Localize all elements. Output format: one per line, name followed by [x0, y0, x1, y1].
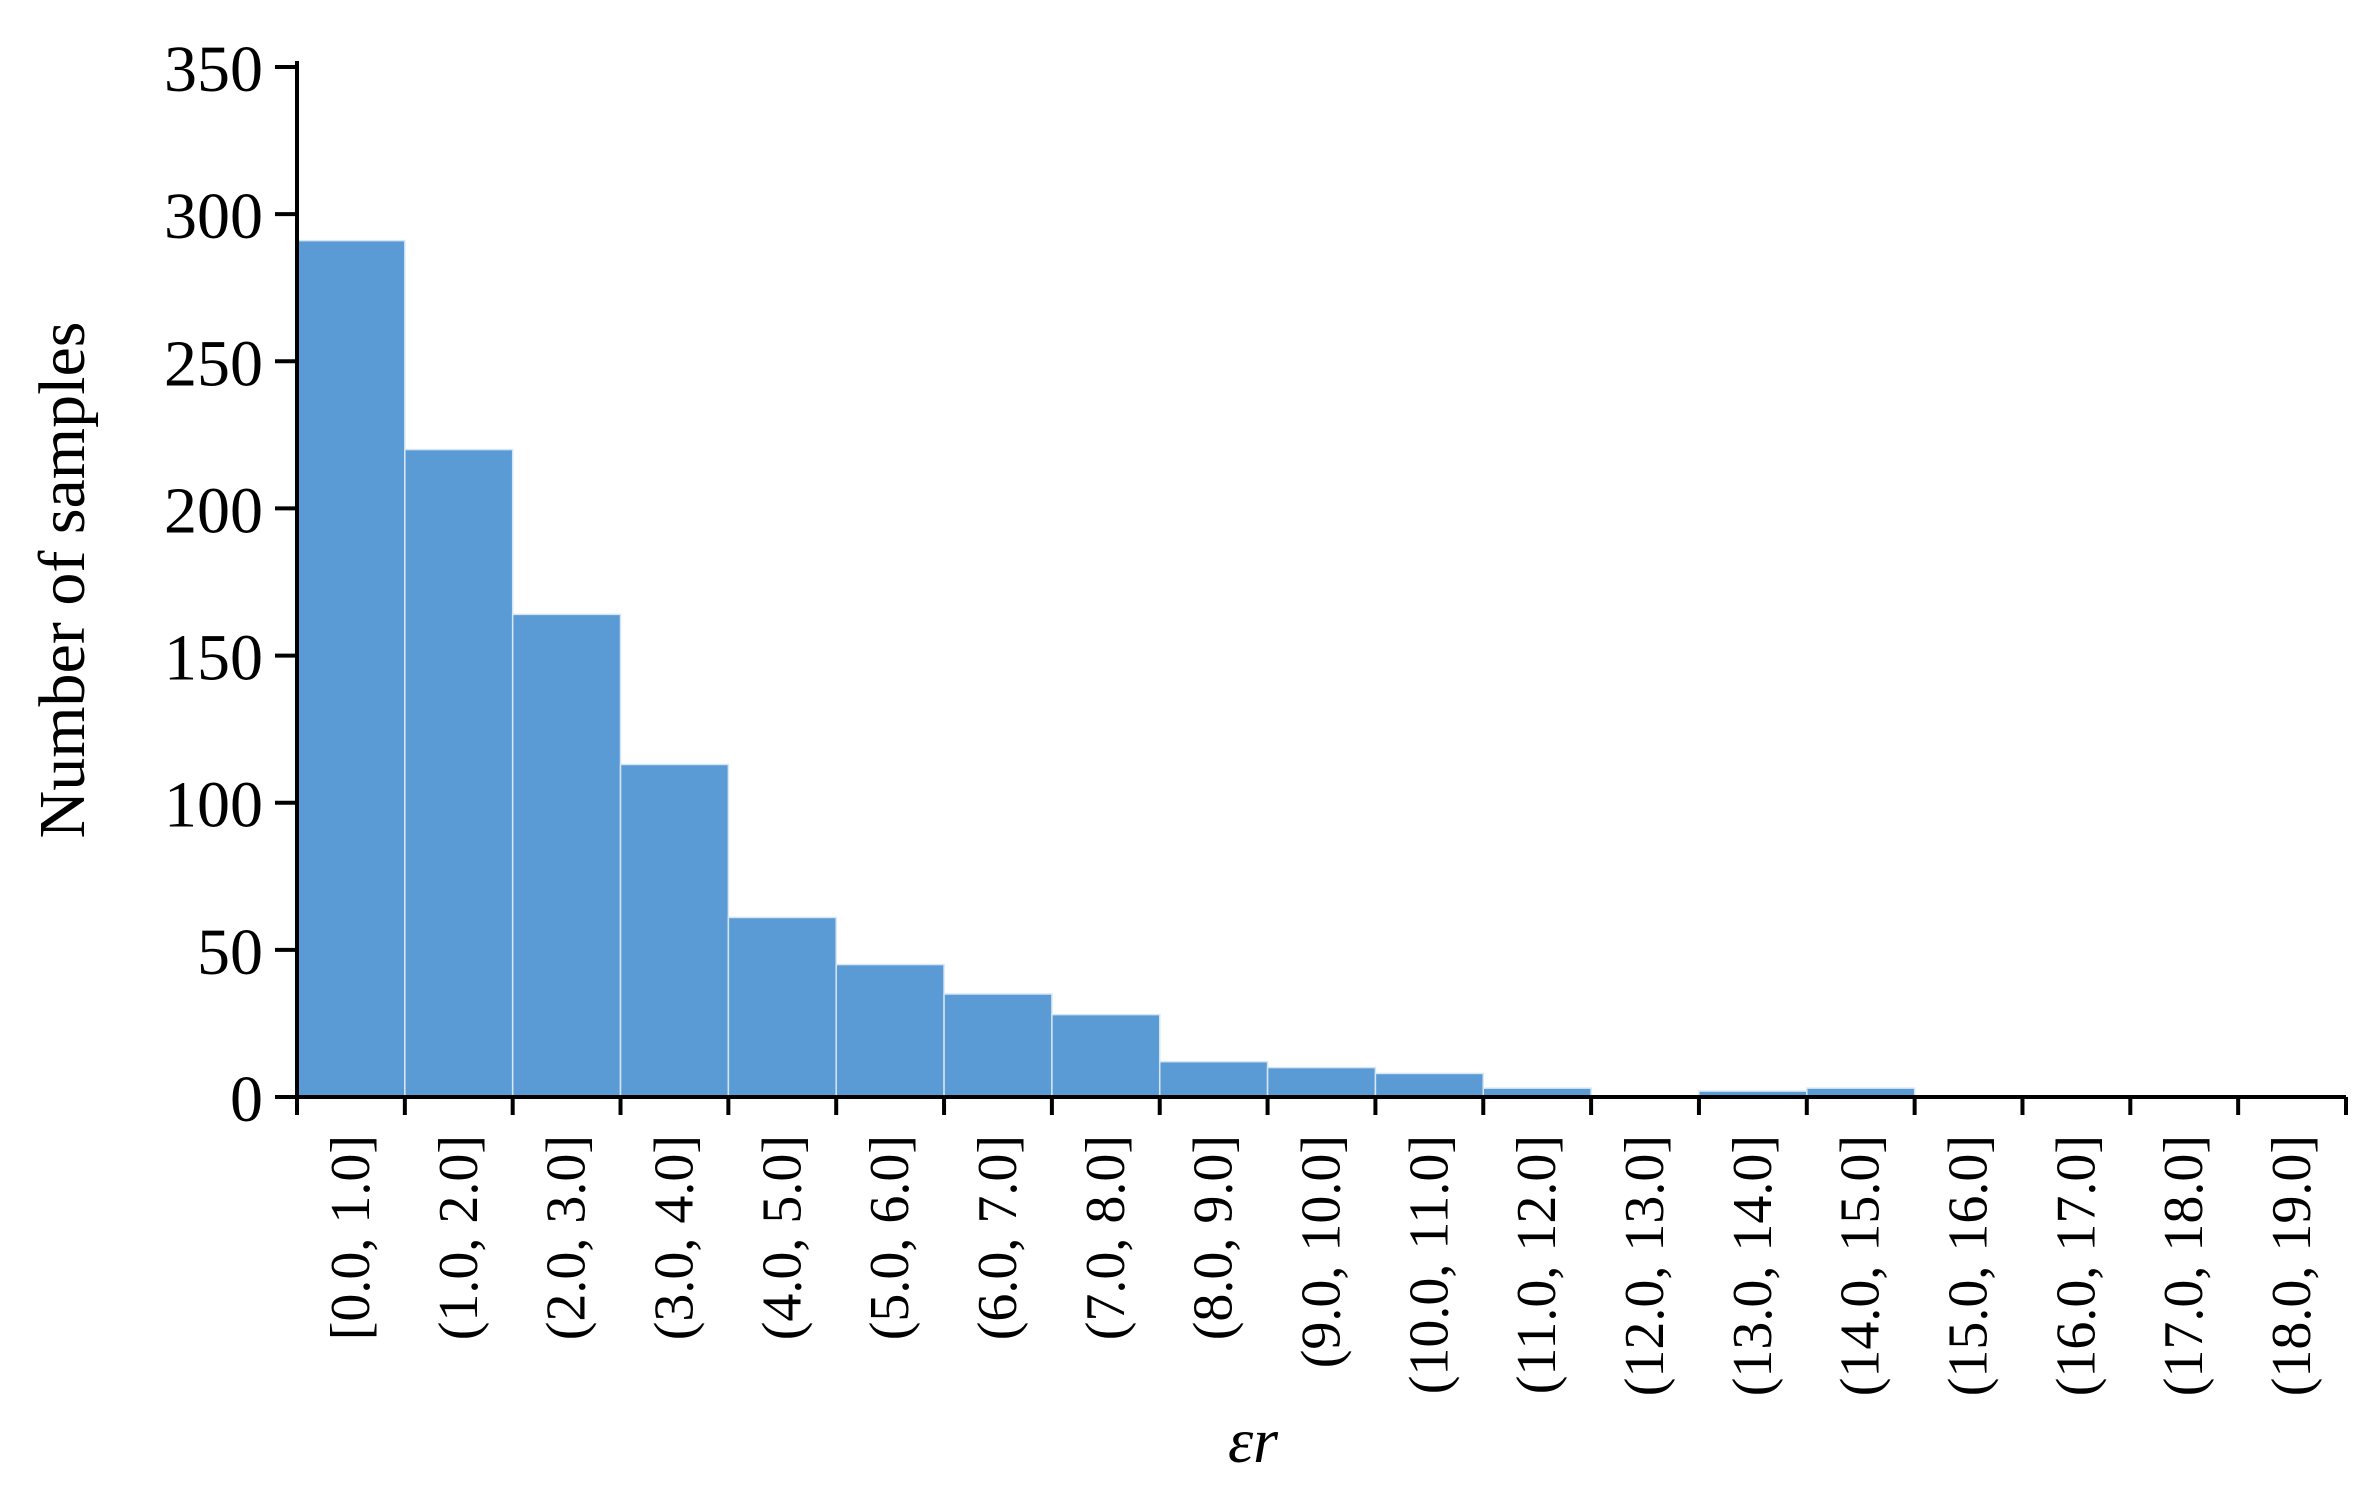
x-tick-label-13: (13.0, 14.0] [1722, 1135, 1784, 1396]
bar-7 [1051, 1013, 1161, 1098]
bar-4 [727, 916, 837, 1098]
x-tick-label-8: (8.0, 9.0] [1183, 1135, 1245, 1340]
x-tick-label-15: (15.0, 16.0] [1938, 1135, 2000, 1396]
bar-2 [511, 613, 622, 1098]
x-tick-label-7: (7.0, 8.0] [1075, 1135, 1137, 1340]
x-tick-label-18: (18.0, 19.0] [2261, 1135, 2323, 1396]
y-tick-label-300: 300 [164, 180, 263, 253]
y-tick-label-50: 50 [197, 916, 263, 989]
x-tick-label-16: (16.0, 17.0] [2045, 1135, 2107, 1396]
x-tick-label-12: (12.0, 13.0] [1614, 1135, 1676, 1396]
bar-10 [1374, 1072, 1485, 1098]
axes-layer [275, 61, 2348, 1115]
bar-1 [404, 448, 514, 1098]
y-tick-label-150: 150 [164, 622, 263, 695]
x-tick-label-1: (1.0, 2.0] [428, 1135, 490, 1340]
x-tick-label-0: [0.0, 1.0] [320, 1135, 382, 1340]
bars-layer [296, 239, 1916, 1098]
bar-0 [296, 239, 406, 1098]
bar-6 [943, 993, 1053, 1098]
x-tick-label-6: (6.0, 7.0] [967, 1135, 1029, 1340]
bar-8 [1158, 1060, 1269, 1098]
y-axis-title: Number of samples [26, 322, 99, 839]
x-tick-label-2: (2.0, 3.0] [536, 1135, 598, 1340]
labels-layer: 0 50 100 150 200 250 300 350 [0.0, 1.0] (1.0, 2.0… [26, 33, 2323, 1476]
y-tick-label-350: 350 [164, 33, 263, 106]
y-tick-label-0: 0 [230, 1063, 263, 1136]
y-tick-label-250: 250 [164, 327, 263, 400]
bar-3 [619, 763, 730, 1098]
x-tick-label-9: (9.0, 10.0] [1291, 1135, 1353, 1368]
x-tick-label-10: (10.0, 11.0] [1398, 1135, 1460, 1394]
x-tick-label-14: (14.0, 15.0] [1830, 1135, 1892, 1396]
bar-9 [1266, 1066, 1377, 1098]
x-tick-label-4: (4.0, 5.0] [751, 1135, 813, 1340]
y-tick-label-100: 100 [164, 769, 263, 842]
x-tick-label-17: (17.0, 18.0] [2153, 1135, 2215, 1396]
y-tick-label-200: 200 [164, 474, 263, 547]
x-tick-label-3: (3.0, 4.0] [643, 1135, 705, 1340]
bar-5 [835, 963, 945, 1098]
x-axis-title: εr [1228, 1405, 1279, 1476]
x-tick-label-5: (5.0, 6.0] [859, 1135, 921, 1340]
x-tick-label-11: (11.0, 12.0] [1506, 1135, 1568, 1394]
